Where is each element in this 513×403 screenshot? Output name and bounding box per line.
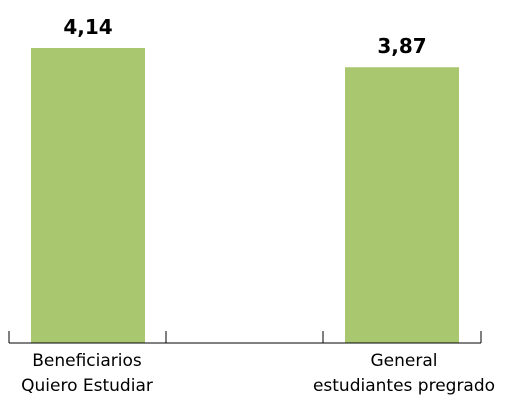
category-labels-group: Beneficiarios Quiero Estudiar General estud… — [21, 351, 495, 396]
bars-group — [31, 48, 459, 343]
x-axis — [8, 331, 482, 344]
data-label-1: 3,87 — [377, 34, 426, 58]
category-label-0-line-1: Quiero Estudiar — [21, 376, 153, 396]
data-label-0: 4,14 — [63, 15, 112, 39]
bar-0 — [31, 48, 145, 343]
bar-1 — [345, 67, 459, 343]
data-labels-group: 4,14 3,87 — [63, 15, 426, 58]
category-label-1-line-1: estudiantes pregrado — [313, 376, 495, 396]
category-label-0-line-0: Beneficiarios — [32, 351, 142, 371]
category-label-1-line-0: General — [371, 351, 438, 371]
